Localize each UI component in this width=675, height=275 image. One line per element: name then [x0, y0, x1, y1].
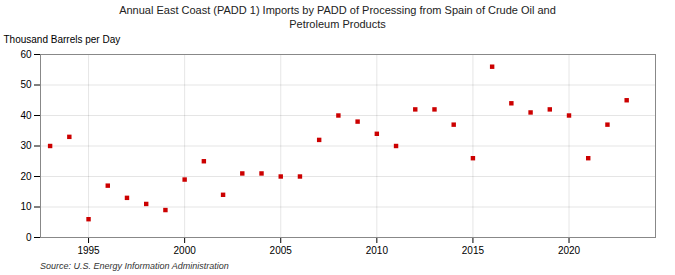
- svg-text:2000: 2000: [174, 244, 197, 255]
- svg-text:2005: 2005: [270, 244, 293, 255]
- svg-text:60: 60: [20, 48, 32, 59]
- svg-text:Thousand Barrels per Day: Thousand Barrels per Day: [4, 33, 121, 44]
- svg-text:40: 40: [20, 109, 32, 120]
- html-text:Source: U.S. Energy Informatio: Source: U.S. Energy Information Administ…: [40, 260, 229, 271]
- svg-text:1995: 1995: [77, 244, 100, 255]
- svg-text:0: 0: [26, 231, 32, 242]
- svg-text:50: 50: [20, 79, 32, 90]
- svg-text:2015: 2015: [462, 244, 485, 255]
- svg-text:30: 30: [20, 140, 32, 151]
- svg-text:2010: 2010: [366, 244, 389, 255]
- svg-text:2020: 2020: [558, 244, 581, 255]
- html-text:Annual East Coast (PADD 1) Imp: Annual East Coast (PADD 1) Imports by PA…: [119, 4, 556, 31]
- svg-text:20: 20: [20, 170, 32, 181]
- svg-text:10: 10: [20, 201, 32, 212]
